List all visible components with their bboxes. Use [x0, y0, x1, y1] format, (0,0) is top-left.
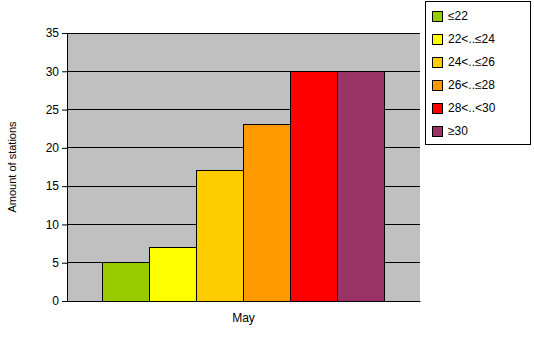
y-tick-label: 15 [46, 179, 60, 193]
y-tick: 25 [46, 103, 67, 117]
bar [291, 71, 338, 301]
plot: 0 5 10 15 20 25 30 35 May [46, 26, 421, 324]
y-tick-label: 20 [46, 141, 60, 155]
y-tick-mark [62, 148, 67, 149]
chart-svg: 0 5 10 15 20 25 30 35 May Amount of stations ≤22 22… [0, 0, 534, 358]
grid-line [67, 33, 420, 34]
y-tick: 15 [46, 179, 67, 193]
x-axis-line [68, 301, 421, 302]
y-axis-line [62, 34, 68, 302]
legend-label: 24<..≤26 [448, 55, 495, 69]
y-tick: 5 [52, 256, 67, 270]
bar [149, 247, 196, 301]
y-tick-label: 35 [46, 26, 60, 40]
y-tick: 0 [52, 294, 67, 308]
y-tick-mark [62, 301, 67, 302]
y-tick-label: 0 [52, 294, 59, 308]
y-tick-mark [62, 33, 67, 34]
legend-swatch [432, 34, 442, 44]
legend-swatch [432, 80, 442, 90]
y-tick-label: 5 [52, 256, 59, 270]
legend-label: ≤22 [448, 9, 468, 23]
plot-background [67, 33, 420, 301]
bar [196, 171, 243, 301]
y-tick-mark [62, 263, 67, 264]
y-tick-mark [62, 186, 67, 187]
legend-swatch [432, 126, 442, 136]
legend: ≤22 22<..≤24 24<..≤26 26<..≤28 28<..<30 ≥30 [426, 2, 531, 145]
bar [338, 71, 385, 301]
legend-swatch [432, 57, 442, 67]
legend-label: 22<..≤24 [448, 32, 495, 46]
x-axis: May [68, 302, 421, 325]
bar [244, 125, 291, 301]
y-tick: 20 [46, 141, 67, 155]
legend-label: 26<..≤28 [448, 78, 495, 92]
y-axis-title: Amount of stations [6, 121, 18, 213]
bar [102, 263, 149, 301]
legend-label: ≥30 [448, 124, 468, 138]
legend-swatch [432, 11, 442, 21]
y-tick-mark [62, 224, 67, 225]
bars [102, 71, 384, 301]
grid [67, 33, 420, 301]
y-tick-label: 30 [46, 65, 60, 79]
legend-swatch [432, 103, 442, 113]
y-tick-label: 10 [46, 218, 60, 232]
x-tick: May [232, 311, 255, 325]
y-tick: 10 [46, 218, 67, 232]
y-tick-mark [62, 110, 67, 111]
x-tick-label: May [232, 311, 255, 325]
y-tick-label: 25 [46, 103, 60, 117]
y-tick-mark [62, 71, 67, 72]
y-axis: 0 5 10 15 20 25 30 35 [46, 26, 68, 308]
legend-label: 28<..<30 [448, 101, 496, 115]
y-tick: 30 [46, 65, 67, 79]
legend-box [426, 2, 531, 145]
y-tick: 35 [46, 26, 67, 40]
